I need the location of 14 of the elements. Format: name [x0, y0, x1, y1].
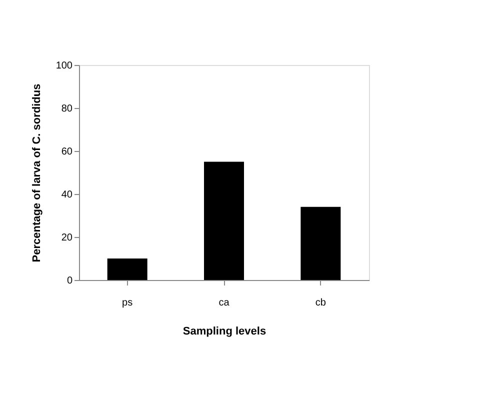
x-axis-title: Sampling levels [182, 326, 266, 338]
y-tick-label: 40 [61, 190, 73, 200]
bar [204, 162, 244, 280]
x-tick-label: ca [218, 298, 230, 308]
bar [300, 206, 341, 280]
y-tick-label: 80 [61, 104, 73, 114]
bar [107, 258, 148, 280]
y-tick-label: 20 [61, 232, 73, 244]
y-tick-label: 100 [56, 60, 73, 72]
x-tick-label: cb [315, 298, 326, 308]
x-tick-label: ps [122, 298, 133, 308]
y-axis-title: Percentage of larva of C. sordidus [30, 84, 43, 262]
y-tick-label: 0 [66, 276, 73, 286]
y-tick-label: 60 [61, 146, 73, 158]
